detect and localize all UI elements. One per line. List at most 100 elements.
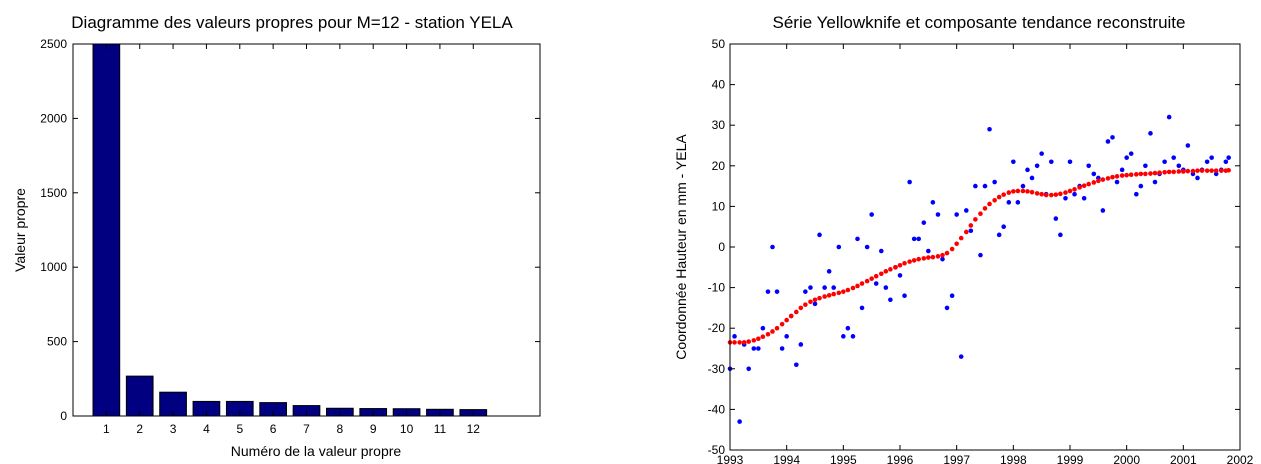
point-series-0	[1114, 179, 1120, 185]
x-tick-label: 2	[136, 422, 143, 436]
point-series-0	[732, 334, 737, 339]
y-tick-label: 2500	[40, 37, 67, 51]
point-series-0	[1034, 163, 1040, 169]
point-series-1	[1162, 169, 1167, 175]
point-series-0	[1171, 155, 1176, 160]
point-series-1	[1096, 178, 1101, 184]
point-series-0	[812, 301, 818, 307]
point-series-1	[1077, 185, 1082, 190]
point-series-1	[1091, 180, 1097, 185]
x-tick-label: 1993	[717, 453, 744, 464]
point-series-0	[817, 232, 822, 238]
point-series-0	[1138, 183, 1144, 189]
bar-2	[125, 375, 154, 417]
point-series-0	[1143, 163, 1148, 169]
x-tick-label: 11	[434, 422, 447, 436]
x-tick-label: 9	[370, 422, 377, 436]
point-series-1	[1029, 189, 1035, 195]
point-series-1	[944, 250, 950, 256]
point-series-0	[911, 236, 917, 242]
point-series-0	[935, 212, 941, 217]
x-tick-label: 1999	[1057, 453, 1084, 464]
point-series-1	[1114, 174, 1120, 179]
point-series-1	[841, 289, 846, 294]
point-series-1	[869, 276, 874, 281]
point-series-1	[1119, 173, 1125, 178]
point-series-1	[911, 258, 917, 263]
point-series-1	[958, 235, 964, 241]
point-series-1	[1124, 172, 1129, 178]
point-series-0	[973, 183, 978, 189]
point-series-0	[826, 269, 832, 274]
point-series-1	[732, 340, 737, 345]
y-tick-label: 40	[712, 78, 726, 92]
x-tick-label: 2002	[1227, 453, 1254, 464]
point-series-1	[873, 273, 879, 279]
point-series-0	[1072, 191, 1077, 197]
x-tick-label: 6	[270, 422, 277, 436]
point-series-1	[907, 259, 912, 264]
point-series-0	[1067, 159, 1073, 165]
point-series-1	[1213, 168, 1219, 173]
point-series-0	[1091, 171, 1097, 177]
point-series-0	[992, 179, 997, 185]
x-tick-label: 4	[203, 422, 210, 436]
point-series-0	[879, 248, 884, 254]
point-series-0	[760, 325, 766, 331]
point-series-1	[964, 229, 969, 235]
point-series-0	[859, 305, 865, 311]
x-tick-label: 10	[400, 422, 414, 436]
point-series-1	[855, 283, 860, 289]
point-series-1	[973, 217, 978, 222]
point-series-1	[817, 295, 822, 301]
y-tick-label: 20	[712, 159, 726, 173]
point-series-1	[808, 299, 813, 305]
point-series-0	[1204, 159, 1210, 165]
point-series-1	[926, 255, 931, 260]
x-tick-label: 1995	[830, 453, 857, 464]
point-series-1	[1199, 168, 1205, 173]
point-series-0	[1081, 195, 1087, 201]
point-series-1	[864, 278, 870, 284]
yellowknife-scatter-chart: Série Yellowknife et composante tendance…	[673, 13, 1254, 464]
point-series-0	[916, 236, 921, 242]
point-series-1	[798, 305, 804, 311]
point-series-1	[746, 339, 751, 344]
point-series-1	[845, 287, 851, 293]
point-series-0	[873, 281, 879, 286]
point-series-1	[935, 254, 941, 259]
y-tick-label: 500	[47, 335, 67, 349]
point-series-0	[841, 334, 846, 339]
point-series-0	[982, 183, 988, 189]
point-series-0	[1058, 232, 1063, 238]
point-series-0	[746, 366, 751, 372]
point-series-1	[978, 211, 983, 217]
point-series-1	[1006, 190, 1012, 195]
point-series-1	[883, 269, 889, 274]
y-tick-label: 2000	[40, 111, 67, 125]
point-series-0	[1100, 208, 1106, 213]
y-tick-label: -30	[708, 362, 726, 376]
point-series-0	[1049, 159, 1054, 165]
point-series-1	[760, 334, 766, 340]
point-series-0	[869, 212, 874, 217]
y-tick-label: -40	[708, 402, 726, 416]
point-series-0	[1124, 155, 1129, 160]
point-series-1	[1176, 169, 1182, 174]
point-series-1	[893, 265, 898, 270]
point-series-0	[1162, 159, 1167, 165]
chart-title: Série Yellowknife et composante tendance…	[773, 13, 1186, 32]
x-tick-label: 1997	[943, 453, 970, 464]
point-series-1	[751, 338, 757, 343]
point-series-1	[897, 262, 903, 268]
point-series-0	[940, 256, 945, 262]
point-series-0	[902, 293, 907, 299]
point-series-1	[1067, 188, 1073, 194]
point-series-1	[826, 293, 832, 298]
points-group	[727, 114, 1231, 424]
point-series-1	[794, 309, 799, 315]
point-series-1	[1185, 168, 1191, 174]
point-series-1	[992, 198, 997, 203]
